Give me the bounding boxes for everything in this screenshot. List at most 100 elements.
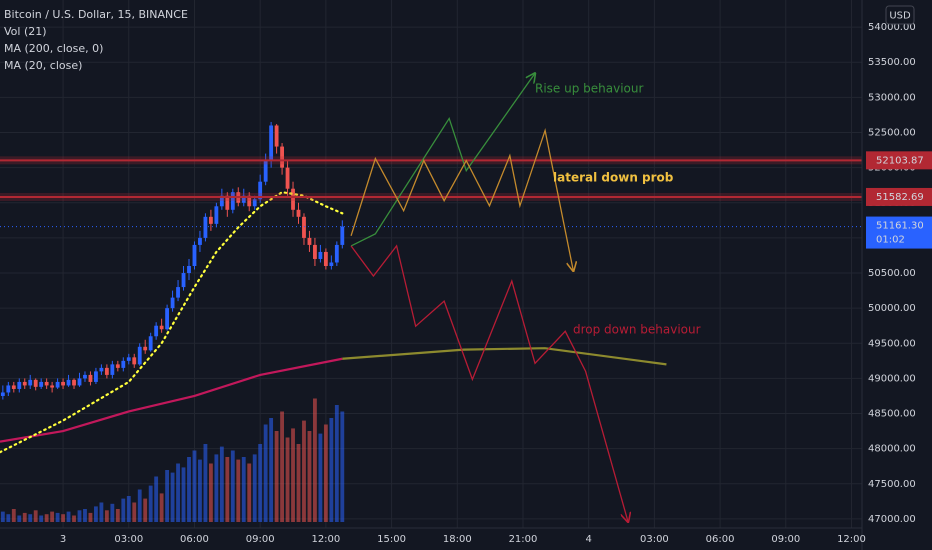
- candle-body: [285, 167, 290, 189]
- volume-bar: [94, 506, 98, 522]
- volume-bar: [285, 437, 290, 522]
- volume-bar: [50, 511, 55, 522]
- candle-body: [181, 273, 186, 288]
- volume-bar: [269, 418, 274, 522]
- price-tag-label: 52103.87: [876, 155, 924, 166]
- candle-body: [323, 251, 328, 267]
- volume-bar: [247, 463, 252, 522]
- candle-body: [165, 308, 170, 330]
- x-tick-label: 3: [60, 534, 66, 545]
- x-tick-label: 06:00: [706, 534, 735, 545]
- candle-body: [83, 374, 87, 379]
- grid: [0, 0, 862, 528]
- candle-body: [39, 381, 44, 387]
- annotation: lateral down prob: [553, 171, 674, 185]
- volume-bar: [225, 457, 230, 522]
- candle-body: [154, 325, 159, 337]
- volume-bar: [307, 431, 312, 522]
- candle-body: [170, 297, 175, 309]
- volume-bar: [302, 420, 306, 522]
- ma-line: [0, 357, 343, 443]
- volume-bar: [99, 502, 104, 522]
- y-tick-label: 50000.00: [868, 303, 916, 314]
- candle-body: [269, 125, 274, 161]
- volume-bar: [148, 485, 153, 522]
- candle-body: [132, 357, 137, 365]
- candle-body: [198, 237, 202, 245]
- volume-bar: [252, 454, 257, 522]
- candle-body: [0, 392, 5, 396]
- volume-bar: [334, 405, 339, 522]
- volume-bar: [126, 496, 131, 522]
- candle-body: [99, 367, 104, 372]
- candle-body: [44, 381, 49, 386]
- ma-line: [342, 347, 667, 366]
- volume-bar: [274, 431, 279, 522]
- volume-bar: [22, 512, 27, 522]
- volume-bar: [219, 446, 224, 522]
- volume-bar: [137, 489, 142, 522]
- candle-body: [22, 381, 27, 386]
- x-tick-label: 03:00: [640, 534, 669, 545]
- candle-body: [318, 251, 323, 259]
- candle-body: [110, 364, 115, 375]
- volume-bar: [66, 511, 71, 522]
- candle-body: [340, 226, 345, 245]
- candle-body: [192, 244, 197, 267]
- volume-bar: [313, 398, 317, 522]
- volume-bar: [318, 433, 323, 522]
- candle-body: [296, 209, 301, 217]
- candle-body: [50, 385, 55, 388]
- candle-body: [302, 216, 306, 238]
- candle-body: [28, 379, 33, 386]
- y-tick-label: 52500.00: [868, 128, 916, 139]
- annotation: drop down behaviour: [573, 323, 701, 337]
- candle-body: [263, 160, 268, 182]
- candle-body: [252, 199, 257, 207]
- volume-bar: [323, 424, 328, 522]
- y-tick-label: 49000.00: [868, 373, 916, 384]
- price-tag: [866, 216, 932, 249]
- currency-label: USD: [889, 11, 911, 22]
- volume-bar: [61, 514, 65, 522]
- plot: [0, 73, 862, 522]
- x-tick-label: 21:00: [509, 534, 538, 545]
- volume-bar: [214, 454, 219, 522]
- volume-bar: [110, 503, 115, 522]
- y-tick-label: 50500.00: [868, 268, 916, 279]
- volume-bar: [176, 463, 180, 522]
- volume-bar: [203, 444, 208, 522]
- candle-body: [33, 379, 38, 387]
- price-tag-label: 51582.69: [876, 192, 924, 203]
- volume-bar: [88, 512, 93, 522]
- candle-body: [143, 346, 148, 351]
- x-tick-label: 18:00: [443, 534, 472, 545]
- x-tick-label: 12:00: [837, 534, 866, 545]
- volume-bar: [192, 450, 197, 522]
- candle-body: [307, 237, 312, 245]
- x-tick-label: 09:00: [246, 534, 275, 545]
- currency-button[interactable]: [885, 5, 915, 25]
- volume-bar: [83, 509, 87, 522]
- candle-body: [148, 336, 153, 351]
- volume-bar: [132, 502, 137, 522]
- x-tick-label: 15:00: [377, 534, 406, 545]
- y-tick-label: 48500.00: [868, 409, 916, 420]
- candle-body: [313, 244, 317, 259]
- volume-bar: [115, 509, 120, 522]
- candle-body: [61, 381, 65, 386]
- volume-bar: [258, 444, 263, 522]
- volume-bar: [44, 514, 49, 522]
- volume-bar: [143, 498, 148, 522]
- candle-body: [241, 195, 246, 203]
- candle-body: [72, 379, 76, 386]
- candle-body: [230, 192, 235, 210]
- candle-body: [6, 385, 11, 393]
- volume-bar: [121, 498, 126, 522]
- indicator-label: MA (20, close): [4, 59, 82, 72]
- volume-bar: [6, 514, 11, 522]
- candle-body: [104, 367, 109, 375]
- candle-body: [176, 287, 180, 298]
- volume-bar: [236, 459, 241, 522]
- y-tick-label: 47000.00: [868, 514, 916, 525]
